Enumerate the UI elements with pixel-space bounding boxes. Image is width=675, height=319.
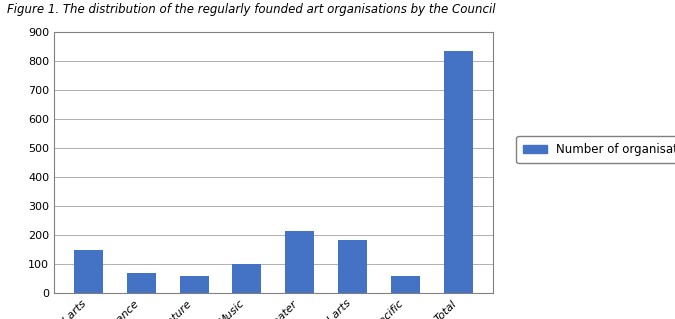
Bar (391, 276, 420, 293)
Bar (286, 231, 315, 293)
Bar (232, 264, 261, 293)
Bar (74, 250, 103, 293)
Bar (443, 51, 472, 293)
Bar (180, 276, 209, 293)
Text: Figure 1. The distribution of the regularly founded art organisations by the Cou: Figure 1. The distribution of the regula… (7, 3, 495, 16)
Legend: Number of organisations: Number of organisations (516, 136, 675, 163)
Bar (127, 273, 156, 293)
Bar (338, 240, 367, 293)
